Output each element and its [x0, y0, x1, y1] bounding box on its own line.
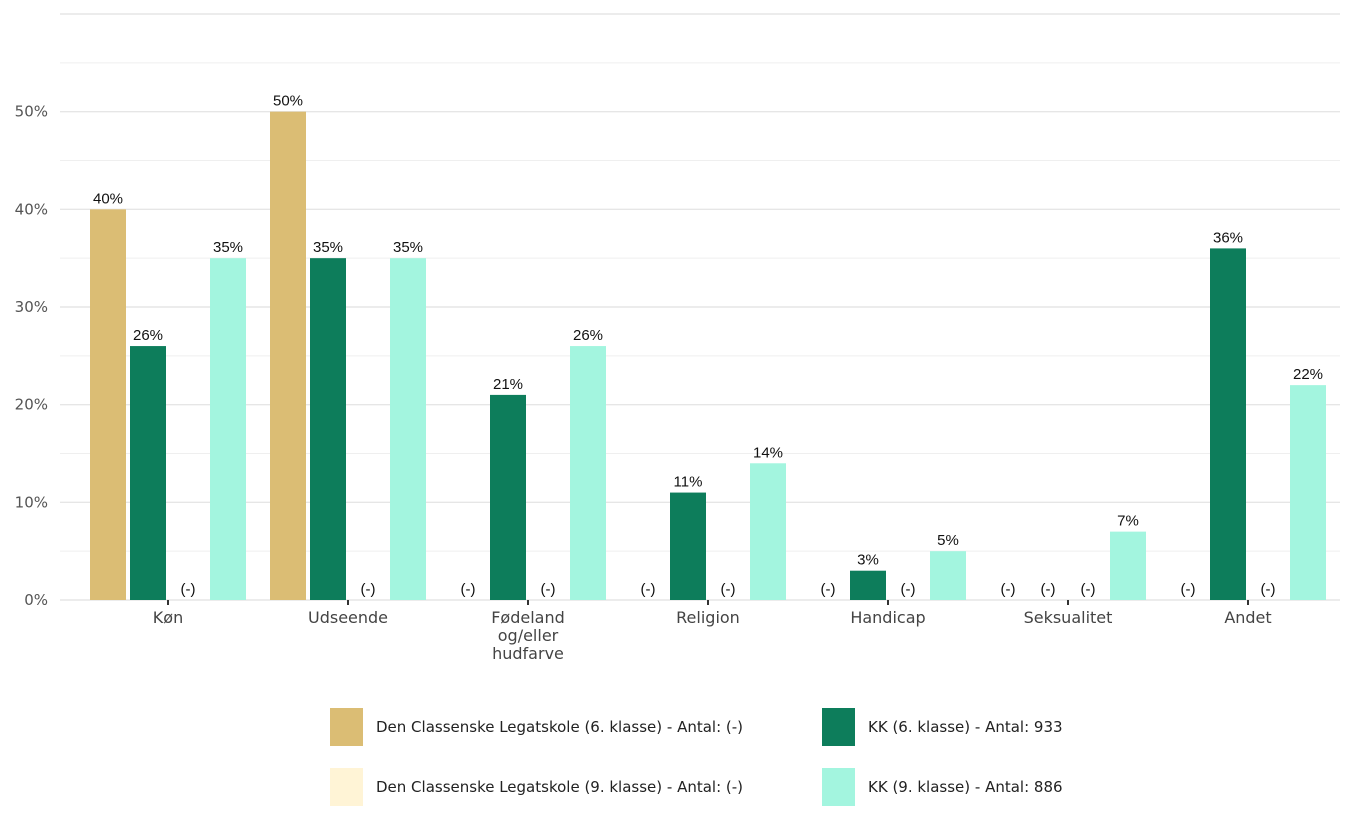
data-label-missing: (-)	[1081, 581, 1096, 598]
data-label: 40%	[93, 190, 123, 207]
legend-swatch	[822, 708, 855, 746]
y-tick-label: 30%	[15, 298, 48, 316]
bar	[90, 209, 126, 601]
data-label: 26%	[573, 327, 603, 344]
data-label-missing: (-)	[1181, 581, 1196, 598]
data-label-missing: (-)	[461, 581, 476, 598]
x-tick-label: Fødeland	[491, 608, 565, 627]
legend-label: KK (6. klasse) - Antal: 933	[868, 718, 1063, 736]
data-label: 35%	[213, 239, 243, 256]
data-label-missing: (-)	[821, 581, 836, 598]
data-label-missing: (-)	[361, 581, 376, 598]
data-label: 3%	[857, 552, 879, 569]
bar	[850, 570, 886, 600]
data-label-missing: (-)	[1261, 581, 1276, 598]
bar	[310, 258, 346, 600]
data-label-missing: (-)	[641, 581, 656, 598]
x-tick-label: Andet	[1224, 608, 1271, 627]
y-tick-label: 10%	[15, 493, 48, 511]
data-label: 35%	[313, 239, 343, 256]
legend-label: KK (9. klasse) - Antal: 886	[868, 778, 1063, 796]
legend-item: KK (6. klasse) - Antal: 933	[822, 708, 1063, 746]
data-label-missing: (-)	[181, 581, 196, 598]
data-label: 14%	[753, 444, 783, 461]
bar	[570, 346, 606, 600]
bar	[930, 551, 966, 600]
x-tick-label: Køn	[153, 608, 183, 627]
bar	[270, 111, 306, 601]
y-tick-label: 50%	[15, 103, 48, 121]
bar	[210, 258, 246, 600]
data-label-missing: (-)	[541, 581, 556, 598]
x-tick-label: og/eller	[498, 626, 559, 645]
legend-row: Den Classenske Legatskole (9. klasse) - …	[330, 768, 1130, 806]
legend-label: Den Classenske Legatskole (9. klasse) - …	[376, 778, 744, 796]
data-labels: 40% 26% (-) 35% 50% 35% (-) 35% (-) 21% (-) 26% (-) 1…	[93, 93, 1323, 598]
y-axis-ticks: 0% 10% 20% 30% 40% 50%	[15, 103, 48, 609]
data-label-missing: (-)	[901, 581, 916, 598]
y-tick-label: 20%	[15, 396, 48, 414]
x-tick-label: Religion	[676, 608, 740, 627]
y-tick-label: 40%	[15, 200, 48, 218]
legend-swatch	[822, 768, 855, 806]
legend-item: Den Classenske Legatskole (6. klasse) - …	[330, 708, 822, 746]
x-tick-label: Handicap	[850, 608, 925, 627]
bar	[390, 258, 426, 600]
data-label: 22%	[1293, 366, 1323, 383]
bar	[130, 346, 166, 600]
y-tick-label: 0%	[24, 591, 48, 609]
data-label: 35%	[393, 239, 423, 256]
data-label: 5%	[937, 532, 959, 549]
x-tick-label: Udseende	[308, 608, 388, 627]
legend-row: Den Classenske Legatskole (6. klasse) - …	[330, 708, 1130, 746]
legend: Den Classenske Legatskole (6. klasse) - …	[330, 708, 1130, 828]
bar-chart: 0% 10% 20% 30% 40% 50% 40% 26% (-) 35% 50% 35% (-) 3…	[15, 13, 1340, 663]
legend-item: Den Classenske Legatskole (9. klasse) - …	[330, 768, 822, 806]
data-label: 26%	[133, 327, 163, 344]
bar	[1210, 248, 1246, 600]
data-label: 50%	[273, 93, 303, 110]
bar	[750, 463, 786, 600]
bar	[490, 394, 526, 600]
data-label: 11%	[674, 474, 703, 491]
data-label-missing: (-)	[1041, 581, 1056, 598]
bars	[90, 111, 1326, 601]
legend-item: KK (9. klasse) - Antal: 886	[822, 768, 1063, 806]
legend-swatch	[330, 768, 363, 806]
legend-swatch	[330, 708, 363, 746]
legend-label: Den Classenske Legatskole (6. klasse) - …	[376, 718, 744, 736]
data-label: 21%	[493, 376, 523, 393]
bar	[1110, 531, 1146, 600]
data-label-missing: (-)	[1001, 581, 1016, 598]
bar	[670, 492, 706, 600]
data-label: 36%	[1213, 229, 1243, 246]
x-tick-label: Seksualitet	[1024, 608, 1113, 627]
bar	[1290, 385, 1326, 600]
data-label-missing: (-)	[721, 581, 736, 598]
data-label: 7%	[1117, 513, 1139, 530]
x-tick-label: hudfarve	[492, 644, 564, 663]
